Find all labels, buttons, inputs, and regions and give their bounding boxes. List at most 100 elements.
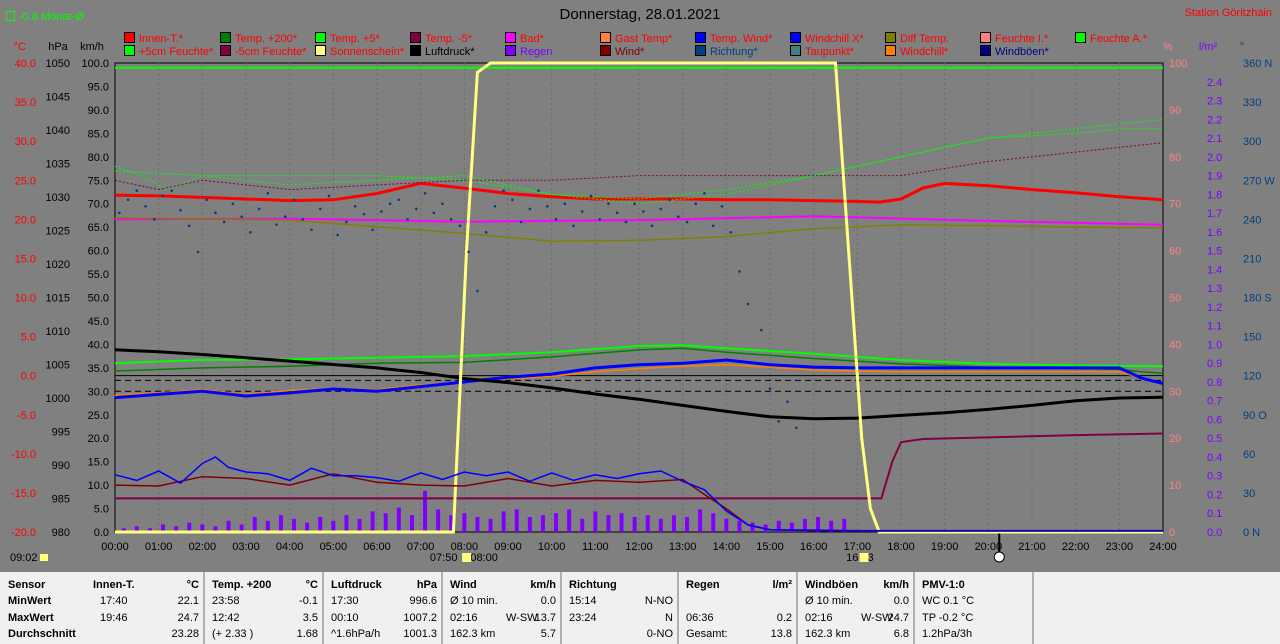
direction-point: [642, 210, 645, 213]
page-title: Donnerstag, 28.01.2021: [559, 6, 721, 23]
legend-label: Feuchte I.*: [995, 33, 1049, 45]
direction-point: [484, 231, 488, 234]
station-name: Station Göritzhain: [1184, 7, 1272, 19]
series-line: [114, 217, 1164, 242]
tick-label-humidity: 50: [1169, 293, 1181, 305]
legend-item: Windchill*: [885, 45, 948, 58]
direction-point: [318, 207, 322, 211]
legend-swatch: [410, 32, 421, 43]
direction-point: [231, 202, 235, 205]
legend-item: -5cm Feuchte*: [220, 45, 307, 58]
legend-item: Richtung*: [695, 45, 758, 58]
rain-bar: [671, 515, 676, 532]
legend-item: Feuchte I.*: [980, 32, 1049, 45]
tick-label-x: 10:00: [538, 541, 566, 553]
legend-item: Temp. +200*: [220, 32, 297, 45]
tick-label-direction: 60: [1243, 449, 1255, 461]
table-cell: 1001.3: [403, 628, 437, 640]
direction-point: [388, 202, 392, 205]
rain-bar: [396, 507, 401, 532]
direction-point: [546, 205, 549, 208]
legend-swatch: [695, 32, 706, 43]
tick-label-rain: 0.1: [1207, 508, 1222, 520]
direction-point: [537, 189, 540, 192]
tick-label-x: 00:00: [101, 541, 129, 553]
tick-label-wind: 60.0: [88, 246, 109, 258]
table-column: [86, 572, 205, 644]
legend-label: Richtung*: [710, 46, 758, 58]
tick-label-temp: 30.0: [15, 136, 36, 148]
table-cell: 00:10: [331, 612, 359, 624]
direction-point: [257, 207, 261, 211]
tick-label-direction: 90 O: [1243, 410, 1267, 422]
table-cell: N: [665, 612, 673, 624]
tick-label-rain: 1.2: [1207, 302, 1222, 314]
series-line: [114, 181, 1164, 204]
tick-label-wind: 90.0: [88, 105, 109, 117]
tick-label-rain: 0.8: [1207, 377, 1222, 389]
series-line: [114, 128, 1163, 200]
axis-unit-press: hPa: [48, 41, 68, 53]
tick-label-pressure: 1020: [46, 259, 70, 271]
tick-label-rain: 2.2: [1207, 114, 1222, 126]
table-cell: 12:42: [212, 612, 240, 624]
column-unit: l/m²: [772, 579, 792, 591]
table-column: [205, 572, 324, 644]
table-cell: 1.2hPa/3h: [922, 628, 973, 640]
tick-label-rain: 0.3: [1207, 471, 1222, 483]
direction-point: [275, 223, 278, 226]
tick-label-rain: 1.3: [1207, 283, 1222, 295]
direction-point: [406, 218, 409, 221]
rain-bar: [816, 516, 821, 532]
tick-label-direction: 300: [1243, 136, 1261, 148]
direction-point: [519, 220, 523, 224]
tick-label-direction: 180 S: [1243, 293, 1272, 305]
table-cell: 02:16: [450, 612, 478, 624]
table-cell: 24.7: [887, 612, 909, 624]
legend-label: Diff Temp.: [900, 33, 950, 45]
column-header: Richtung: [569, 579, 617, 591]
column-header: Regen: [686, 579, 720, 591]
row-label: Sensor: [8, 579, 46, 591]
tick-label-temp: -15.0: [11, 488, 36, 500]
rain-bar: [278, 515, 283, 532]
tick-label-rain: 2.1: [1207, 133, 1222, 145]
legend-swatch: [695, 45, 706, 56]
rain-bar: [239, 524, 244, 532]
tick-label-x: 13:00: [669, 541, 697, 553]
column-unit: °C: [305, 579, 318, 591]
axis-unit-temp: °C: [14, 41, 26, 53]
tick-label-wind: 45.0: [88, 316, 109, 328]
series-line: [114, 348, 1164, 421]
table-cell: 6.8: [893, 628, 909, 640]
legend-swatch: [315, 32, 326, 43]
tick-label-temp: 10.0: [15, 293, 36, 305]
tick-label-x: 09:00: [494, 541, 522, 553]
tick-label-pressure: 1040: [46, 125, 70, 137]
direction-point: [668, 198, 671, 202]
direction-point: [598, 218, 601, 221]
tick-label-pressure: 980: [52, 527, 70, 539]
tick-label-direction: 0 N: [1243, 527, 1260, 539]
tick-label-wind: 20.0: [88, 433, 109, 445]
column-unit: km/h: [530, 579, 556, 591]
tick-label-pressure: 990: [52, 460, 70, 472]
tick-label-x: 07:00: [407, 541, 435, 553]
direction-point: [554, 218, 558, 221]
tick-label-wind: 65.0: [88, 222, 109, 234]
legend-swatch: [980, 32, 991, 43]
tick-label-pressure: 1025: [46, 226, 70, 238]
rain-bar: [409, 515, 414, 532]
legend-label: Regen: [520, 46, 553, 58]
row-label: MinWert: [8, 595, 52, 607]
direction-point: [458, 224, 462, 228]
tick-label-wind: 85.0: [88, 128, 109, 140]
legend-label: Luftdruck*: [425, 46, 475, 58]
table-cell: N-NO: [644, 595, 673, 607]
direction-point: [476, 289, 479, 293]
direction-point: [301, 218, 305, 221]
direction-point: [572, 224, 575, 228]
tick-label-x: 12:00: [625, 541, 653, 553]
tick-label-rain: 0.4: [1207, 452, 1222, 464]
tick-label-rain: 1.1: [1207, 321, 1222, 333]
